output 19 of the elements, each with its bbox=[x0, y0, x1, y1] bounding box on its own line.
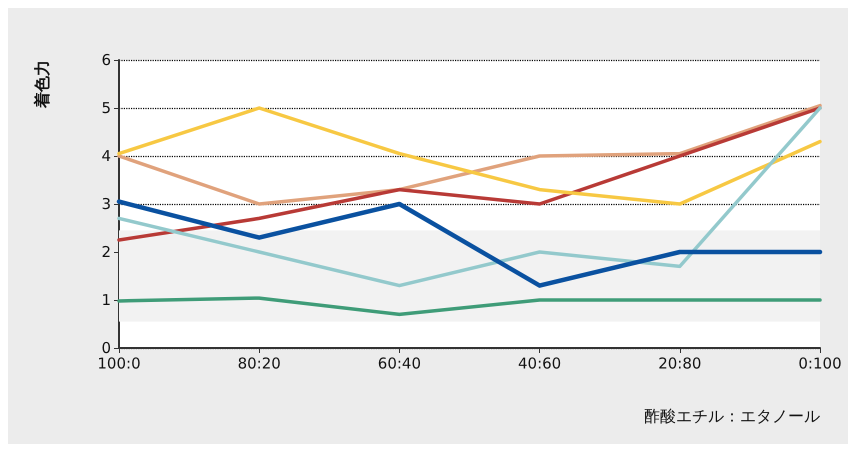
y-axis-title: 着色力 bbox=[32, 60, 52, 109]
y-tick-label: 1 bbox=[101, 291, 111, 309]
y-tick-label: 0 bbox=[101, 339, 111, 357]
x-tick-label: 80:20 bbox=[238, 354, 281, 372]
y-tick-label: 4 bbox=[101, 147, 111, 165]
x-tick-label: 60:40 bbox=[378, 354, 422, 372]
x-tick-label: 100:0 bbox=[97, 354, 141, 372]
y-tick-label: 5 bbox=[101, 99, 111, 117]
line-series bbox=[116, 199, 822, 288]
line-series bbox=[117, 106, 822, 288]
y-tick-label: 2 bbox=[101, 243, 111, 261]
x-tick-label: 0:100 bbox=[798, 354, 842, 372]
line-series bbox=[117, 106, 822, 242]
line-series bbox=[117, 296, 822, 316]
x-axis-title: 酢酸エチル：エタノール bbox=[644, 406, 820, 426]
y-tick-label: 3 bbox=[101, 195, 111, 213]
x-tick-label: 20:80 bbox=[658, 354, 702, 372]
y-tick-label: 6 bbox=[101, 51, 111, 69]
x-tick-label: 40:60 bbox=[518, 354, 562, 372]
